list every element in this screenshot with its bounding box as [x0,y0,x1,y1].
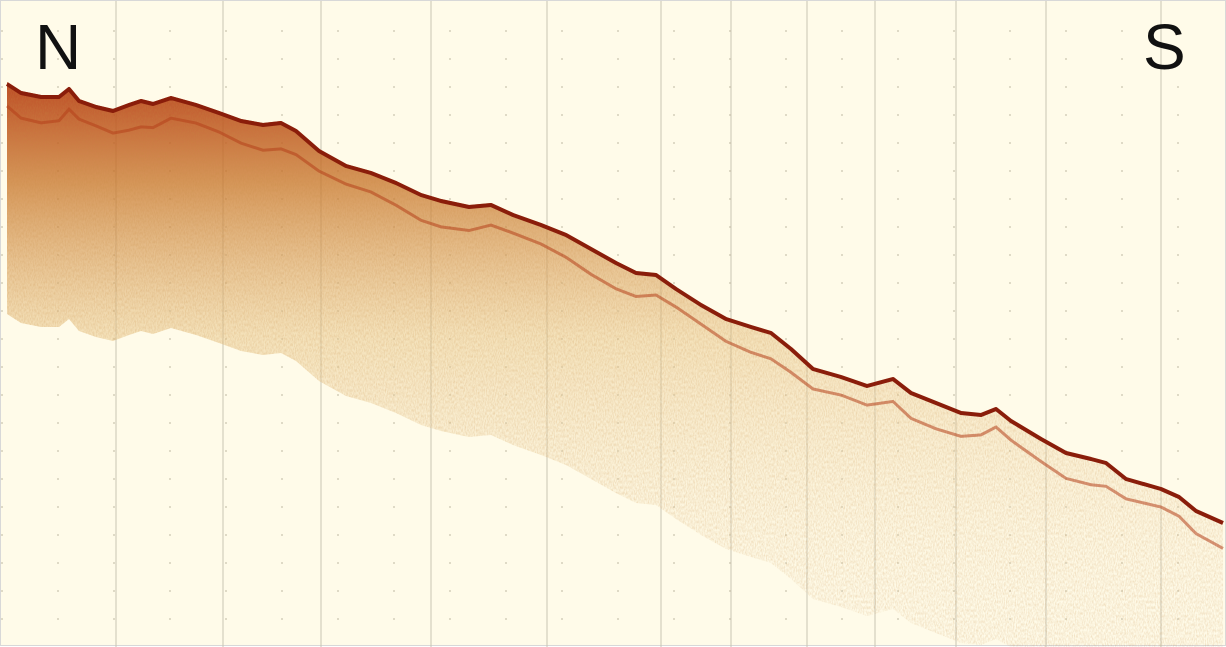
seafloor-line [5,82,1224,525]
north-label: N [35,11,82,83]
sediment-echo-texture [7,82,1223,647]
south-label: S [1143,11,1186,83]
subsurface-reflector [6,104,1224,550]
